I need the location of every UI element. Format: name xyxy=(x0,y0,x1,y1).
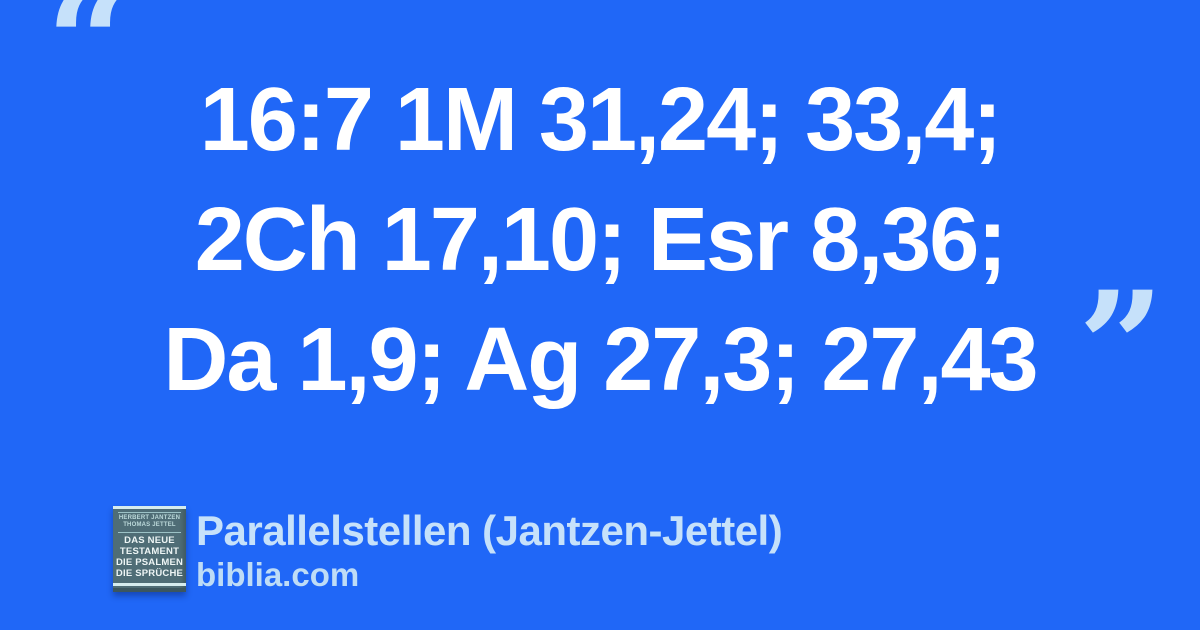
book-cover-title: DAS NEUE TESTAMENT DIE PSALMEN DIE SPRÜC… xyxy=(113,535,186,579)
book-cover-title-line-3: DIE PSALMEN xyxy=(115,557,184,568)
source-site-link: biblia.com xyxy=(196,556,360,593)
quote-line-2: 2Ch 17,10; Esr 8,36; xyxy=(194,190,1007,290)
book-cover-title-line-1: DAS NEUE xyxy=(124,535,175,546)
book-cover-author-1: HERBERT JANTZEN xyxy=(118,515,181,521)
book-cover-author-2: THOMAS JETTEL xyxy=(123,522,176,528)
quote-line-3: Da 1,9; Ag 27,3; 27,43 xyxy=(163,310,1038,410)
open-quote-icon: “ xyxy=(46,0,132,131)
source-title: Parallelstellen (Jantzen-Jettel) xyxy=(196,507,783,554)
quote-text: 16:7 1M 31,24; 33,4; 2Ch 17,10; Esr 8,36… xyxy=(0,60,1200,420)
quote-line-1: 16:7 1M 31,24; 33,4; xyxy=(199,70,1003,170)
book-cover-top-band xyxy=(113,506,186,509)
book-cover-bottom-edge xyxy=(113,588,186,592)
book-cover: HERBERT JANTZEN THOMAS JETTEL DAS NEUE T… xyxy=(113,506,186,592)
book-cover-title-line-4: DIE SPRÜCHE xyxy=(115,568,184,579)
book-cover-bottom-band xyxy=(113,583,186,586)
book-cover-authors: HERBERT JANTZEN THOMAS JETTEL xyxy=(118,512,181,533)
close-quote-icon: ” xyxy=(1078,259,1164,435)
book-cover-title-line-2: TESTAMENT xyxy=(119,546,180,557)
